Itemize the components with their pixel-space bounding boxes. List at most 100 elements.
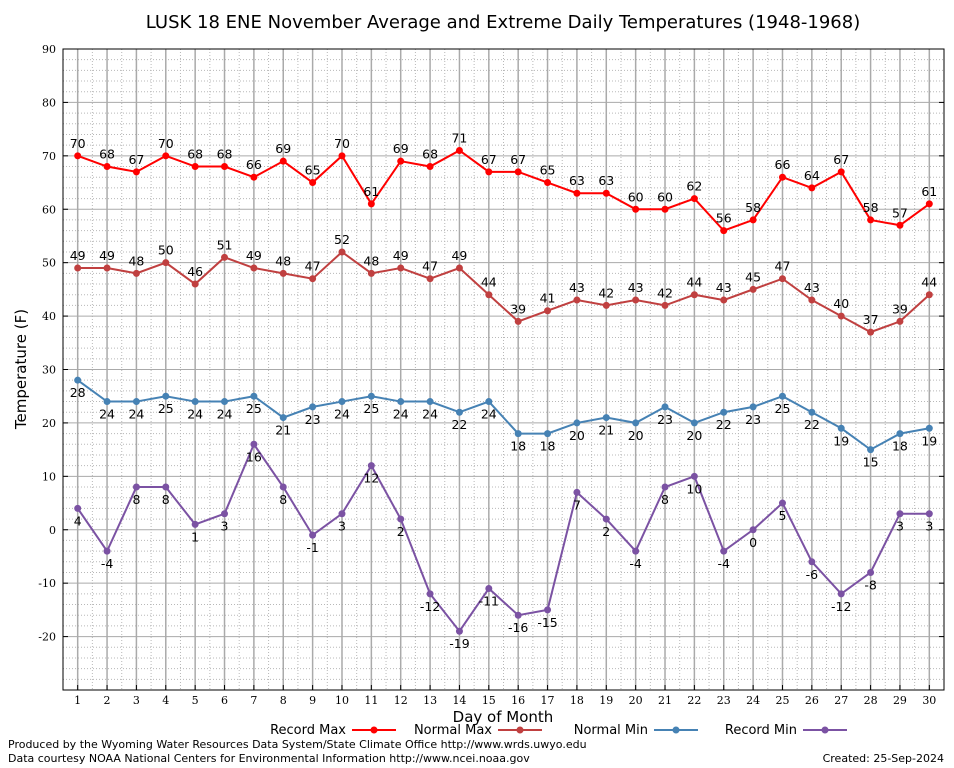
data-point (162, 259, 170, 267)
data-label: 49 (451, 248, 467, 263)
legend-marker (516, 726, 524, 734)
data-label: 47 (305, 259, 321, 274)
data-label: 28 (70, 385, 86, 400)
data-label: 18 (540, 439, 556, 454)
data-label: 3 (896, 519, 904, 534)
data-point (837, 312, 845, 320)
data-point (279, 157, 287, 165)
data-label: 49 (393, 248, 409, 263)
y-tick-label: 10 (42, 470, 56, 483)
data-point (367, 392, 375, 400)
data-label: 45 (745, 269, 761, 284)
data-label: 61 (363, 184, 379, 199)
x-axis-label: Day of Month (453, 708, 554, 726)
data-label: 3 (221, 519, 229, 534)
data-point (309, 403, 317, 411)
legend-label: Normal Min (574, 723, 648, 738)
data-point (720, 227, 728, 235)
data-point (162, 152, 170, 160)
y-tick-label: 90 (42, 43, 56, 56)
data-point (690, 419, 698, 427)
data-label: 20 (569, 428, 585, 443)
data-point (367, 462, 375, 470)
data-point (309, 275, 317, 283)
data-label: 68 (422, 147, 438, 162)
data-label: 23 (305, 412, 321, 427)
data-label: 60 (657, 189, 673, 204)
data-label: -1 (306, 540, 318, 555)
data-label: 49 (99, 248, 115, 263)
data-point (74, 152, 82, 160)
data-label: 41 (540, 291, 556, 306)
data-point (338, 152, 346, 160)
x-tick-label: 7 (250, 694, 257, 707)
x-tick-label: 28 (864, 694, 878, 707)
data-label: 1 (191, 529, 199, 544)
data-point (455, 264, 463, 272)
data-label: 20 (686, 428, 702, 443)
data-point (573, 488, 581, 496)
y-tick-label: 0 (49, 524, 56, 537)
data-label: 22 (451, 417, 467, 432)
data-point (191, 520, 199, 528)
chart-title: LUSK 18 ENE November Average and Extreme… (146, 12, 860, 33)
y-tick-label: 60 (42, 203, 56, 216)
data-point (632, 205, 640, 213)
data-point (514, 168, 522, 176)
data-point (749, 285, 757, 293)
x-tick-label: 24 (746, 694, 760, 707)
data-label: -6 (806, 567, 819, 582)
data-point (896, 221, 904, 229)
data-label: -4 (718, 556, 731, 571)
data-point (132, 168, 140, 176)
data-label: 44 (921, 275, 937, 290)
data-point (426, 398, 434, 406)
data-label: 67 (510, 152, 526, 167)
x-tick-label: 8 (280, 694, 287, 707)
data-label: 63 (569, 173, 585, 188)
x-tick-label: 27 (834, 694, 848, 707)
data-point (778, 275, 786, 283)
data-point (455, 408, 463, 416)
x-tick-label: 6 (221, 694, 228, 707)
data-point (896, 510, 904, 518)
data-label: 21 (598, 423, 614, 438)
data-point (162, 483, 170, 491)
data-point (661, 403, 669, 411)
data-point (837, 590, 845, 598)
data-point (632, 419, 640, 427)
x-tick-label: 12 (394, 694, 408, 707)
data-point (162, 392, 170, 400)
data-point (455, 146, 463, 154)
data-label: 2 (602, 524, 610, 539)
data-label: 39 (510, 301, 526, 316)
data-point (808, 408, 816, 416)
data-label: 50 (158, 243, 174, 258)
data-point (925, 424, 933, 432)
data-point (221, 253, 229, 261)
data-point (514, 430, 522, 438)
data-point (896, 430, 904, 438)
data-label: 56 (716, 211, 732, 226)
x-tick-label: 23 (717, 694, 731, 707)
x-tick-label: 20 (629, 694, 643, 707)
data-label: 70 (70, 136, 86, 151)
data-label: 66 (246, 157, 262, 172)
data-point (221, 510, 229, 518)
data-label: 8 (279, 492, 287, 507)
data-point (573, 419, 581, 427)
y-tick-label: 20 (42, 417, 56, 430)
data-point (573, 296, 581, 304)
data-label: 16 (246, 449, 262, 464)
data-point (720, 408, 728, 416)
data-label: 21 (275, 423, 291, 438)
x-tick-label: 13 (423, 694, 437, 707)
y-tick-label: -20 (38, 631, 56, 644)
data-label: -8 (864, 577, 877, 592)
data-point (778, 392, 786, 400)
data-label: 18 (892, 439, 908, 454)
x-tick-label: 21 (658, 694, 672, 707)
data-label: 69 (393, 141, 409, 156)
data-point (426, 590, 434, 598)
data-point (778, 173, 786, 181)
